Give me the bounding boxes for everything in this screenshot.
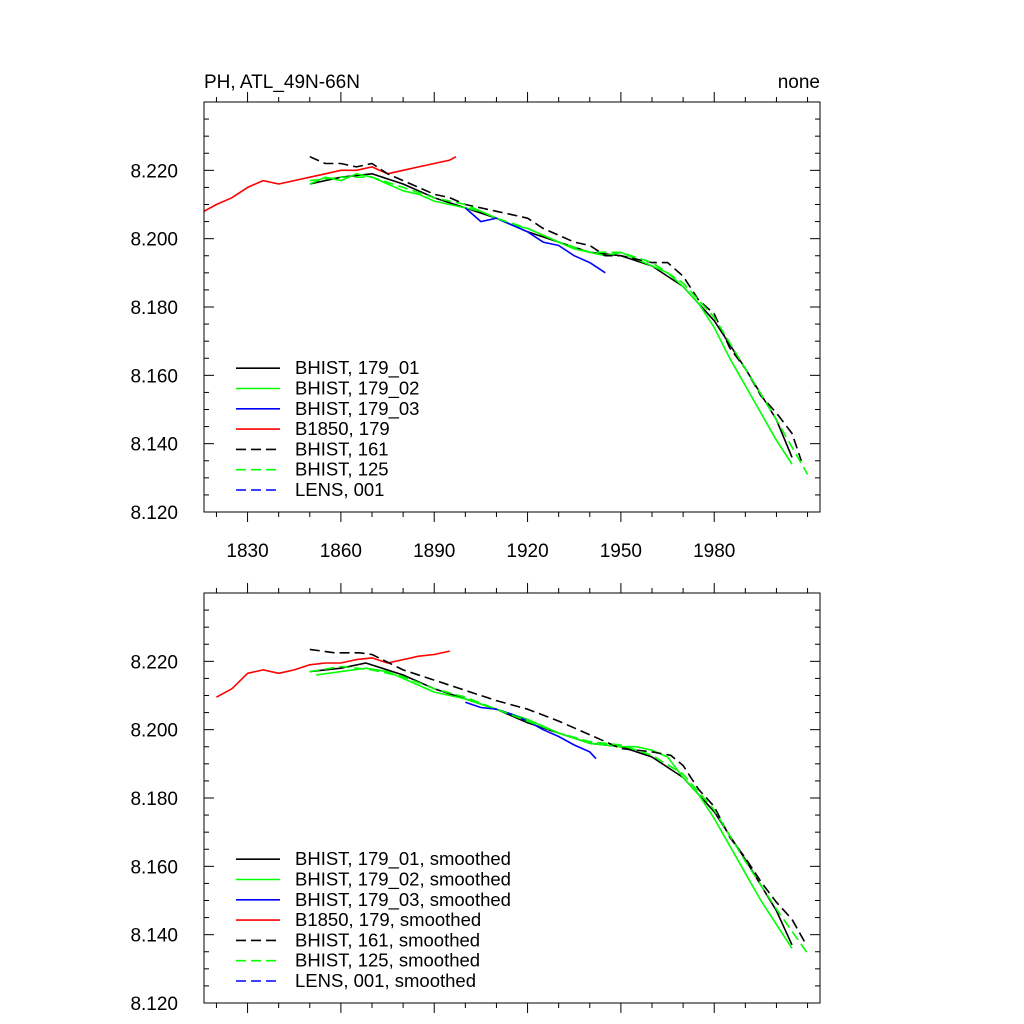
y-tick-label: 8.160: [130, 366, 178, 387]
legend-label: BHIST, 179_02, smoothed: [295, 869, 511, 891]
y-tick-label: 8.140: [130, 435, 178, 456]
legend-label: BHIST, 179_01: [295, 357, 419, 379]
legend-label: BHIST, 179_01, smoothed: [295, 848, 511, 870]
legend-label: BHIST, 179_03: [295, 398, 419, 420]
y-tick-label: 8.220: [130, 161, 178, 182]
series-line: [464, 207, 606, 274]
x-tick-label: 1920: [506, 541, 548, 562]
chart-title-right: none: [778, 72, 820, 93]
y-tick-label: 8.200: [130, 721, 178, 742]
legend-label: BHIST, 179_02: [295, 378, 419, 400]
bottom-panel: 8.120 8.140 8.160 8.180 8.200 8.220 BHIST, 179…: [130, 583, 821, 1015]
y-tick-label: 8.160: [130, 857, 178, 878]
y-tick-label: 8.120: [130, 994, 178, 1015]
series-line: [465, 701, 597, 760]
x-tick-label: 1950: [600, 541, 642, 562]
chart-title: PH, ATL_49N-66N: [204, 72, 360, 93]
legend-label: B1850, 179: [295, 418, 390, 439]
legend-label: BHIST, 125, smoothed: [295, 950, 480, 971]
legend-label: BHIST, 179_03, smoothed: [295, 889, 511, 911]
series-line: [309, 173, 793, 465]
y-tick-label: 8.180: [130, 298, 178, 319]
series-line: [204, 155, 457, 213]
x-tick-label: 1890: [413, 541, 455, 562]
legend-label: LENS, 001: [295, 479, 384, 500]
series-line: [309, 665, 809, 954]
y-tick-label: 8.180: [130, 789, 178, 810]
y-tick-label: 8.220: [130, 652, 178, 673]
legend-label: B1850, 179, smoothed: [295, 909, 481, 930]
y-tick-label: 8.120: [130, 503, 178, 524]
y-tick-label: 8.140: [130, 926, 178, 947]
legend-label: BHIST, 161, smoothed: [295, 929, 480, 950]
top-panel: PH, ATL_49N-66N none 1830 1860 1890 1920 1950 1…: [130, 72, 821, 562]
series-line: [309, 176, 809, 475]
series-line: [309, 648, 806, 942]
series-group: [216, 648, 809, 954]
legend-label: LENS, 001, smoothed: [295, 970, 476, 991]
x-tick-label: 1980: [693, 541, 735, 562]
series-line: [216, 650, 450, 698]
series-group: [204, 155, 809, 475]
x-tick-label: 1830: [226, 541, 268, 562]
legend-label: BHIST, 161: [295, 438, 389, 459]
series-line: [315, 667, 793, 949]
x-tick-label: 1860: [320, 541, 362, 562]
legend-label: BHIST, 125: [295, 459, 389, 480]
y-tick-label: 8.200: [130, 230, 178, 251]
